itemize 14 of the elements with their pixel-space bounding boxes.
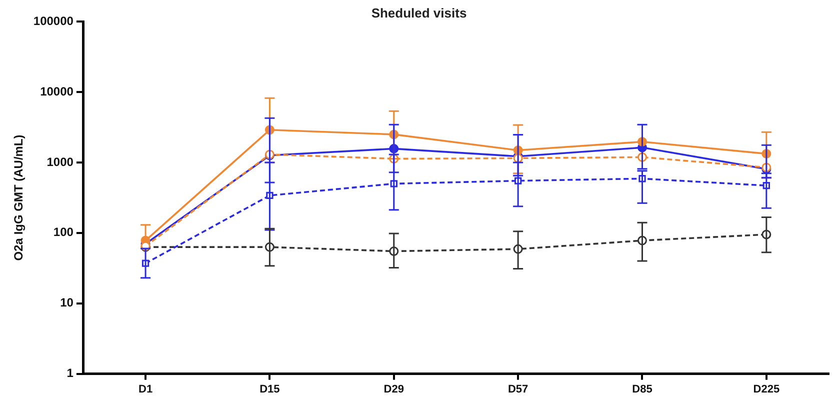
- y-axis-title: O2a IgG GMT (AU/mL): [12, 134, 26, 261]
- x-tick-label: D1: [138, 383, 153, 396]
- y-tick-label: 10000: [40, 84, 74, 98]
- x-tick-label: D57: [508, 383, 528, 396]
- y-tick-label: 1000: [46, 154, 74, 169]
- x-tick-label: D29: [384, 383, 404, 396]
- y-tick-label: 10: [60, 296, 74, 310]
- y-tick-label: 100000: [33, 14, 74, 28]
- y-tick-label: 1: [66, 366, 74, 380]
- y-tick-label: 100: [53, 225, 74, 240]
- chart-title: Sheduled visits: [371, 5, 467, 20]
- x-tick-label: D85: [632, 383, 652, 396]
- x-tick-label: D225: [753, 383, 780, 396]
- x-tick-label: D15: [260, 383, 280, 396]
